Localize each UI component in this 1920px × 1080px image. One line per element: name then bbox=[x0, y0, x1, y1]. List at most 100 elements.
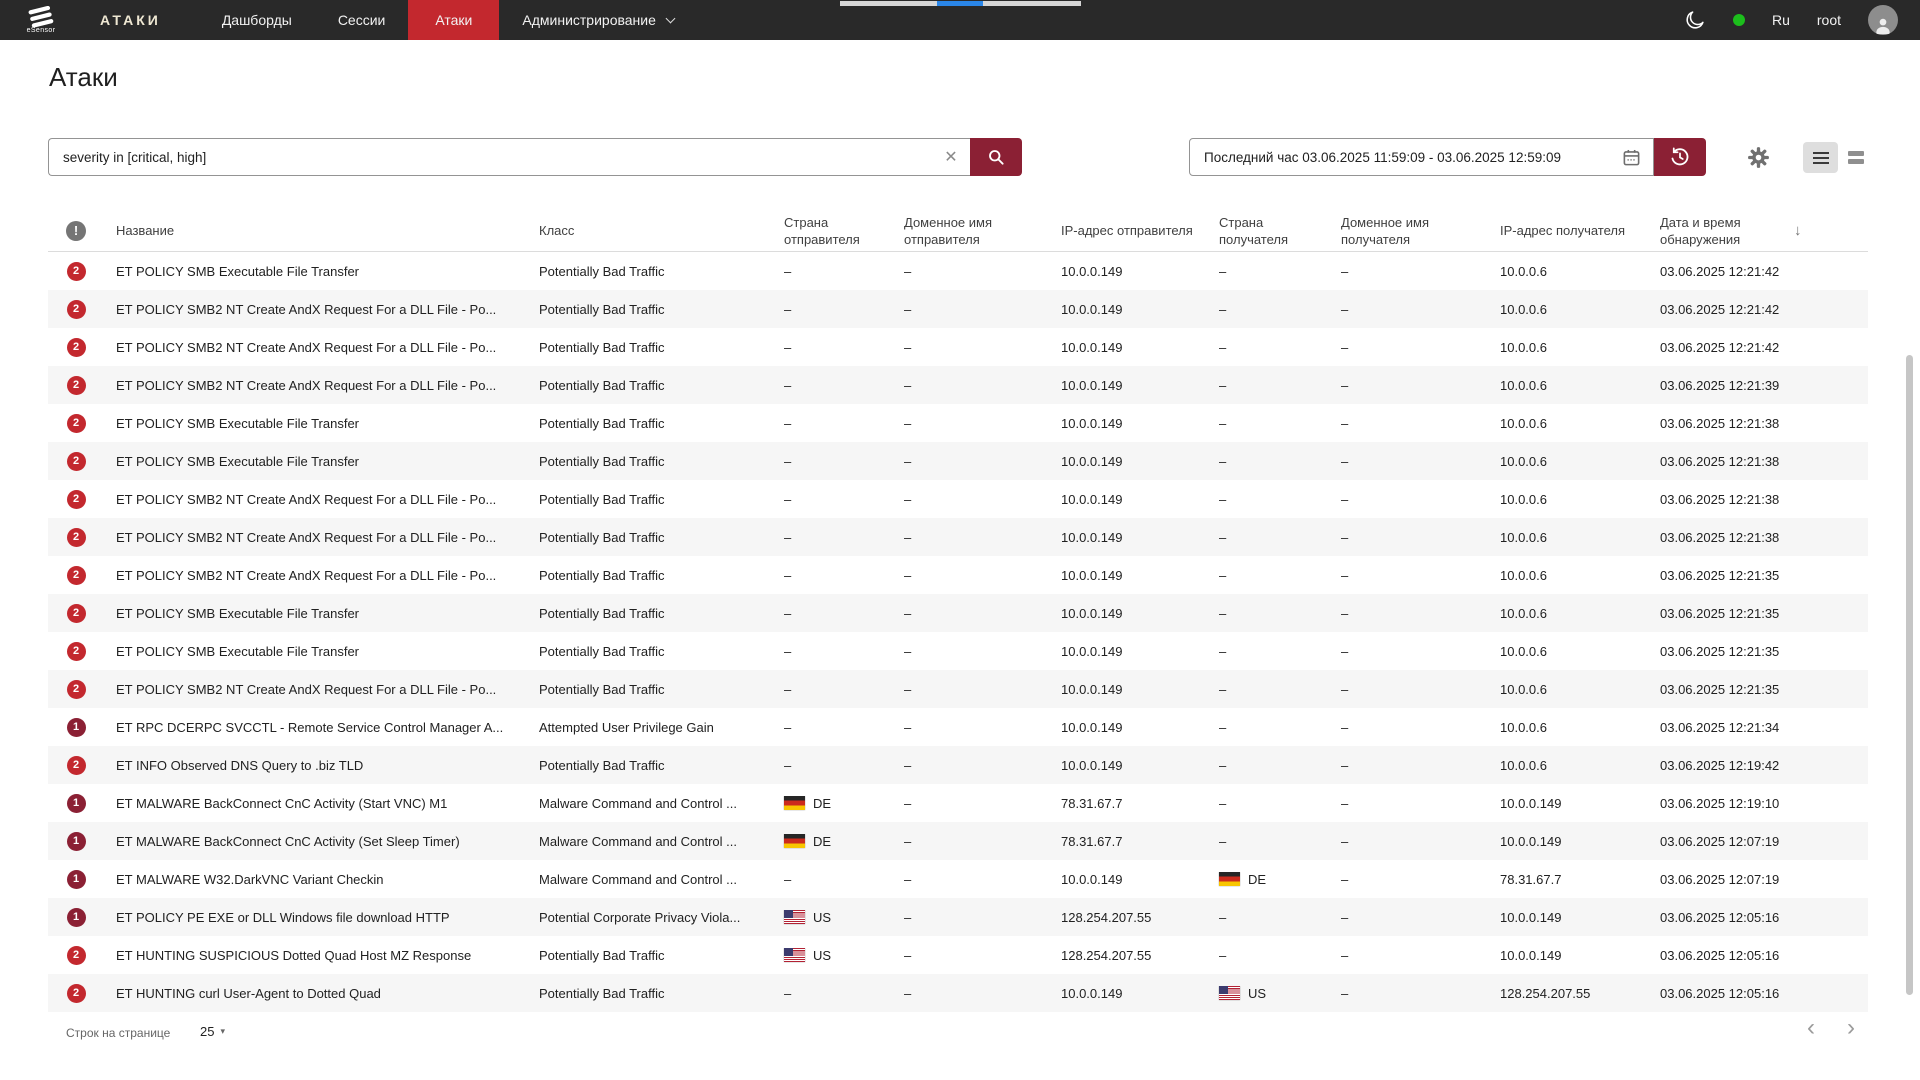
logo[interactable]: eSensor bbox=[12, 6, 70, 34]
chevron-down-icon: ▾ bbox=[220, 1026, 225, 1036]
nav-sessions[interactable]: Сессии bbox=[337, 12, 386, 28]
prev-page-button[interactable]: ‹ bbox=[1807, 1014, 1815, 1041]
dst-domain-cell: – bbox=[1341, 757, 1349, 773]
flag-us-icon bbox=[784, 948, 805, 962]
language-switcher[interactable]: Ru bbox=[1771, 12, 1790, 28]
src-ip-cell: 10.0.0.149 bbox=[1061, 681, 1123, 697]
src-ip-cell: 78.31.67.7 bbox=[1061, 795, 1123, 811]
column-header-class[interactable]: Класс bbox=[539, 223, 575, 238]
src-domain-cell: – bbox=[904, 833, 912, 849]
refresh-button[interactable] bbox=[1654, 138, 1706, 176]
class-cell: Potentially Bad Traffic bbox=[539, 567, 665, 583]
main-nav: Дашборды Сессии Атаки Администрирование bbox=[199, 0, 697, 40]
src-domain-cell: – bbox=[904, 491, 912, 507]
list-view-button[interactable] bbox=[1803, 142, 1838, 173]
class-cell: Potentially Bad Traffic bbox=[539, 491, 665, 507]
column-header-dst-domain[interactable]: Доменное имя получателя bbox=[1341, 214, 1430, 247]
dst-country-cell: – bbox=[1219, 529, 1227, 545]
table-row[interactable]: 2 ET POLICY SMB2 NT Create AndX Request … bbox=[48, 290, 1868, 328]
src-country-cell: – bbox=[784, 605, 792, 621]
dst-domain-cell: – bbox=[1341, 643, 1349, 659]
vertical-scrollbar-thumb[interactable] bbox=[1906, 355, 1913, 995]
dst-country-cell: – bbox=[1219, 757, 1227, 773]
table-row[interactable]: 2 ET POLICY SMB Executable File Transfer… bbox=[48, 442, 1868, 480]
table-row[interactable]: 1 ET RPC DCERPC SVCCTL - Remote Service … bbox=[48, 708, 1868, 746]
top-scrollbar-track[interactable] bbox=[840, 1, 1081, 6]
severity-badge: 2 bbox=[66, 945, 86, 965]
src-ip-cell: 128.254.207.55 bbox=[1061, 947, 1152, 963]
dst-country-cell: – bbox=[1219, 681, 1227, 697]
table-row[interactable]: 1 ET MALWARE W32.DarkVNC Variant Checkin… bbox=[48, 860, 1868, 898]
src-country-cell: – bbox=[784, 415, 792, 431]
attack-name-cell: ET MALWARE W32.DarkVNC Variant Checkin bbox=[116, 871, 384, 887]
table-row[interactable]: 2 ET POLICY SMB Executable File Transfer… bbox=[48, 594, 1868, 632]
severity-badge: 2 bbox=[66, 261, 86, 281]
severity-badge: 2 bbox=[66, 983, 86, 1003]
attack-name-cell: ET HUNTING curl User-Agent to Dotted Qua… bbox=[116, 985, 381, 1001]
nav-administration-label: Администрирование bbox=[522, 12, 656, 28]
column-header-name[interactable]: Название bbox=[116, 223, 175, 238]
history-refresh-icon bbox=[1671, 147, 1689, 166]
table-row[interactable]: 2 ET HUNTING curl User-Agent to Dotted Q… bbox=[48, 974, 1868, 1012]
logo-label: eSensor bbox=[26, 27, 56, 34]
next-page-button[interactable]: › bbox=[1847, 1014, 1855, 1041]
severity-icon: ! bbox=[66, 220, 86, 241]
nav-administration[interactable]: Администрирование bbox=[499, 0, 697, 40]
table-row[interactable]: 1 ET POLICY PE EXE or DLL Windows file d… bbox=[48, 898, 1868, 936]
time-cell: 03.06.2025 12:21:39 bbox=[1660, 377, 1780, 393]
dst-country-cell: US bbox=[1207, 986, 1329, 1001]
table-row[interactable]: 2 ET POLICY SMB Executable File Transfer… bbox=[48, 632, 1868, 670]
column-header-src-country[interactable]: Страна отправителя bbox=[784, 214, 860, 247]
nav-attacks[interactable]: Атаки bbox=[408, 0, 500, 40]
src-country-cell: DE bbox=[772, 796, 892, 811]
column-header-dst-country[interactable]: Страна получателя bbox=[1219, 214, 1289, 247]
table-row[interactable]: 2 ET POLICY SMB2 NT Create AndX Request … bbox=[48, 518, 1868, 556]
table-row[interactable]: 1 ET MALWARE BackConnect CnC Activity (S… bbox=[48, 784, 1868, 822]
settings-button[interactable] bbox=[1746, 145, 1771, 175]
column-header-src-ip[interactable]: IP-адрес отправителя bbox=[1061, 223, 1193, 238]
table-row[interactable]: 2 ET POLICY SMB Executable File Transfer… bbox=[48, 404, 1868, 442]
card-view-button[interactable] bbox=[1838, 142, 1873, 173]
table-row[interactable]: 2 ET HUNTING SUSPICIOUS Dotted Quad Host… bbox=[48, 936, 1868, 974]
src-domain-cell: – bbox=[904, 529, 912, 545]
dst-ip-cell: 10.0.0.149 bbox=[1500, 833, 1562, 849]
user-avatar[interactable] bbox=[1868, 5, 1898, 35]
rows-per-page-select[interactable]: 25 ▾ bbox=[200, 1024, 225, 1039]
table-row[interactable]: 2 ET POLICY SMB2 NT Create AndX Request … bbox=[48, 556, 1868, 594]
username[interactable]: root bbox=[1816, 12, 1841, 28]
dark-mode-toggle[interactable] bbox=[1684, 9, 1706, 31]
nav-dashboards[interactable]: Дашборды bbox=[221, 12, 292, 28]
table-row[interactable]: 2 ET POLICY SMB Executable File Transfer… bbox=[48, 252, 1868, 290]
table-row[interactable]: 2 ET POLICY SMB2 NT Create AndX Request … bbox=[48, 480, 1868, 518]
src-domain-cell: – bbox=[904, 871, 912, 887]
search-button[interactable] bbox=[970, 138, 1022, 176]
top-scrollbar-thumb[interactable] bbox=[937, 1, 983, 6]
list-view-icon bbox=[1812, 156, 1829, 159]
date-range-picker[interactable]: Последний час 03.06.2025 11:59:09 - 03.0… bbox=[1189, 138, 1654, 176]
attack-name-cell: ET POLICY SMB2 NT Create AndX Request Fo… bbox=[116, 339, 497, 355]
table-row[interactable]: 2 ET POLICY SMB2 NT Create AndX Request … bbox=[48, 328, 1868, 366]
attack-name-cell: ET HUNTING SUSPICIOUS Dotted Quad Host M… bbox=[116, 947, 472, 963]
dst-domain-cell: – bbox=[1341, 415, 1349, 431]
class-cell: Malware Command and Control ... bbox=[539, 871, 737, 887]
severity-badge: 2 bbox=[66, 451, 86, 471]
table-row[interactable]: 2 ET POLICY SMB2 NT Create AndX Request … bbox=[48, 670, 1868, 708]
table-row[interactable]: 2 ET POLICY SMB2 NT Create AndX Request … bbox=[48, 366, 1868, 404]
column-header-time[interactable]: Дата и время обнаружения ↓ bbox=[1648, 214, 1868, 248]
src-country-cell: – bbox=[784, 871, 792, 887]
src-domain-cell: – bbox=[904, 985, 912, 1001]
search-input[interactable] bbox=[48, 138, 970, 176]
src-domain-cell: – bbox=[904, 681, 912, 697]
dst-country-cell: DE bbox=[1207, 872, 1329, 887]
severity-cell: 1 bbox=[48, 793, 104, 813]
table-row[interactable]: 1 ET MALWARE BackConnect CnC Activity (S… bbox=[48, 822, 1868, 860]
column-header-severity[interactable]: ! bbox=[48, 220, 104, 241]
severity-badge: 2 bbox=[66, 489, 86, 509]
column-header-dst-ip[interactable]: IP-адрес получателя bbox=[1500, 223, 1626, 238]
column-header-src-domain[interactable]: Доменное имя отправителя bbox=[904, 214, 993, 247]
clear-search-button[interactable]: ✕ bbox=[934, 138, 968, 176]
class-cell: Malware Command and Control ... bbox=[539, 833, 737, 849]
severity-cell: 2 bbox=[48, 299, 104, 319]
dst-domain-cell: – bbox=[1341, 263, 1349, 279]
table-row[interactable]: 2 ET INFO Observed DNS Query to .biz TLD… bbox=[48, 746, 1868, 784]
